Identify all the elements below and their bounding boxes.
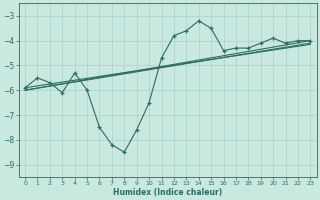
X-axis label: Humidex (Indice chaleur): Humidex (Indice chaleur)	[113, 188, 222, 197]
